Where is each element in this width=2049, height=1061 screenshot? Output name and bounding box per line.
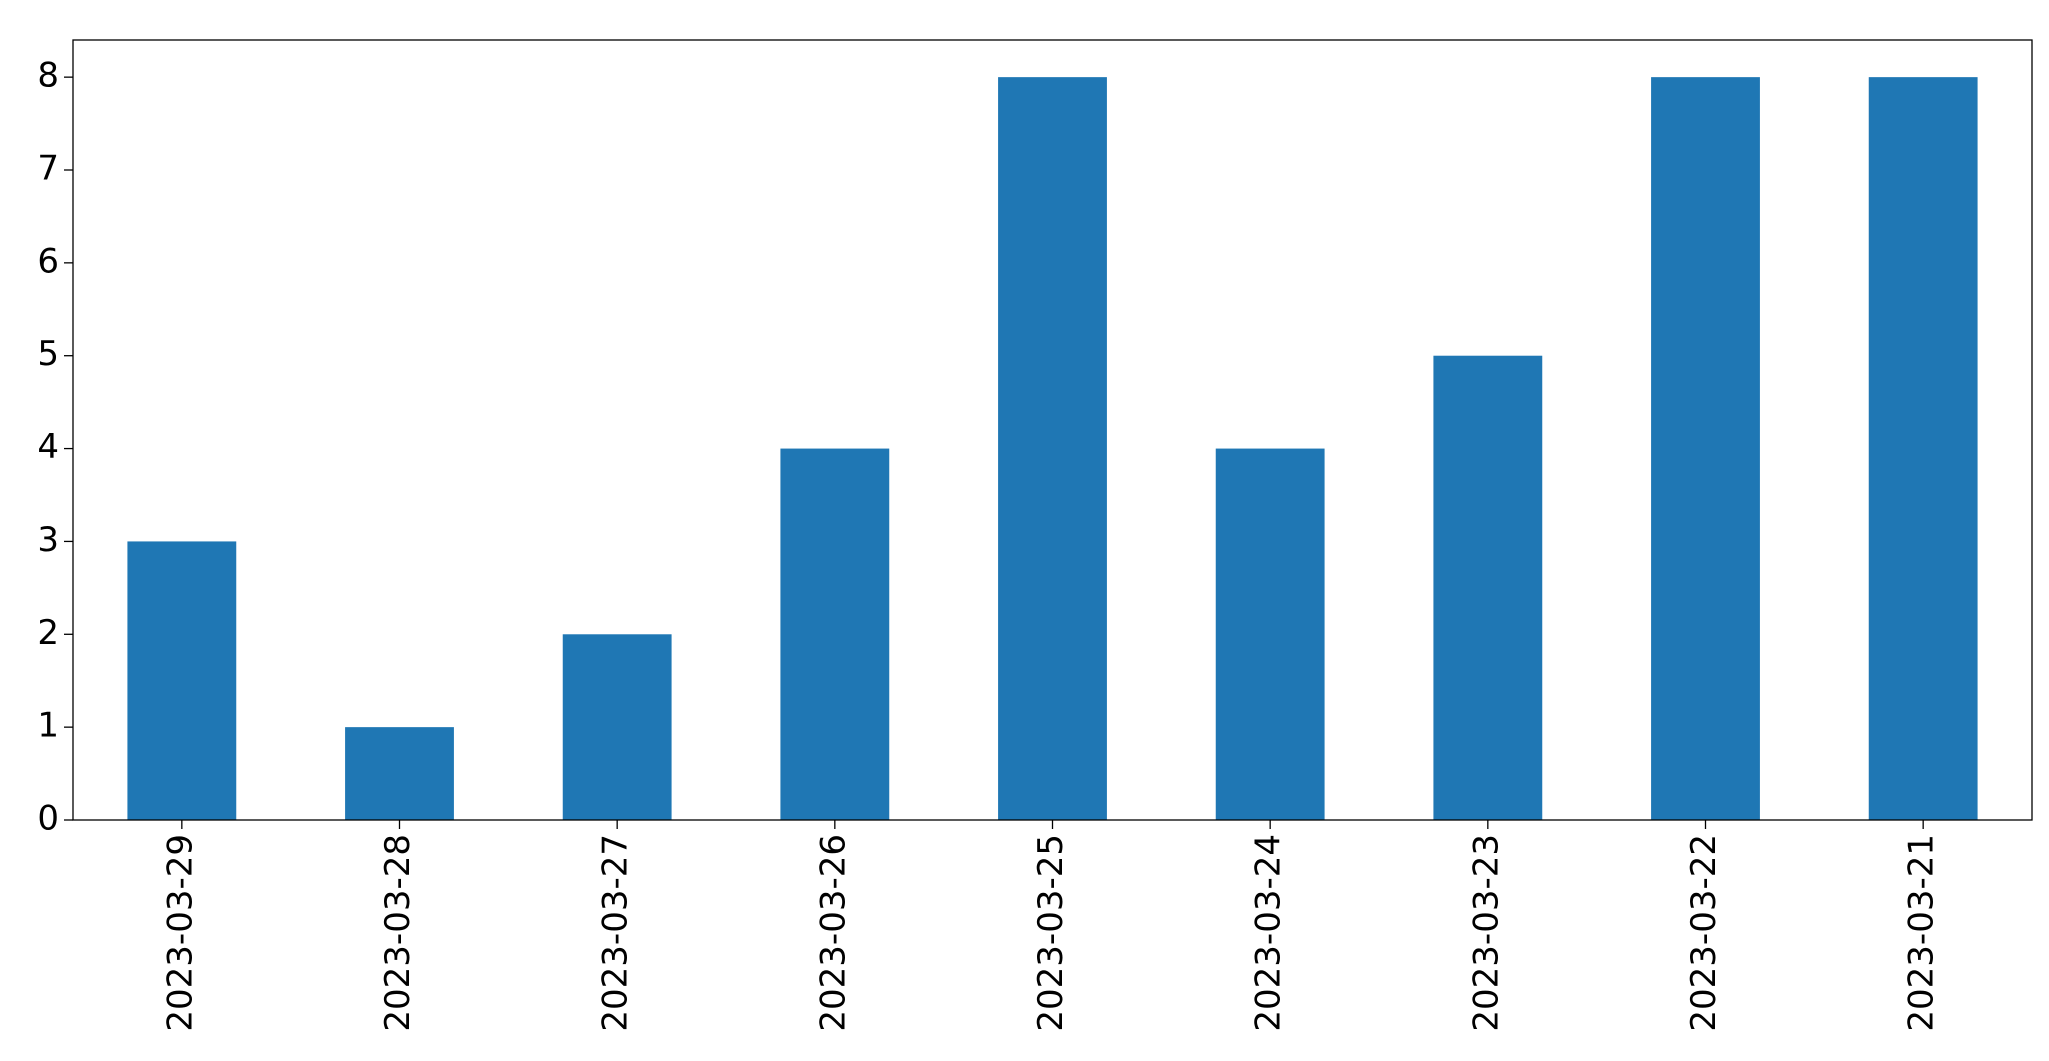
bar [1433,355,1543,820]
y-tick-label: 6 [37,241,59,281]
x-tick-label: 2023-03-26 [813,834,853,1032]
bar [780,448,890,820]
y-tick-label: 4 [37,427,59,467]
bar [998,77,1107,820]
x-tick-label: 2023-03-25 [1031,834,1071,1032]
x-tick-label: 2023-03-29 [160,834,200,1032]
bar [1868,77,1978,820]
y-tick-label: 2 [37,613,59,653]
bar [562,634,672,820]
bar [345,727,454,820]
x-tick-label: 2023-03-24 [1249,834,1289,1032]
x-tick-label: 2023-03-22 [1684,834,1724,1032]
x-tick-label: 2023-03-21 [1902,834,1942,1032]
y-tick-label: 5 [37,334,59,374]
x-tick-label: 2023-03-23 [1466,834,1506,1032]
bar [1651,77,1760,820]
x-tick-label: 2023-03-27 [596,834,636,1032]
y-tick-label: 3 [37,520,59,560]
y-tick-label: 1 [37,706,59,746]
bar [127,541,237,820]
y-tick-label: 8 [37,56,59,96]
y-tick-label: 0 [37,799,59,839]
bar [1215,448,1325,820]
y-tick-label: 7 [37,149,59,189]
plot-frame [72,39,2033,821]
x-tick-label: 2023-03-28 [378,834,418,1032]
